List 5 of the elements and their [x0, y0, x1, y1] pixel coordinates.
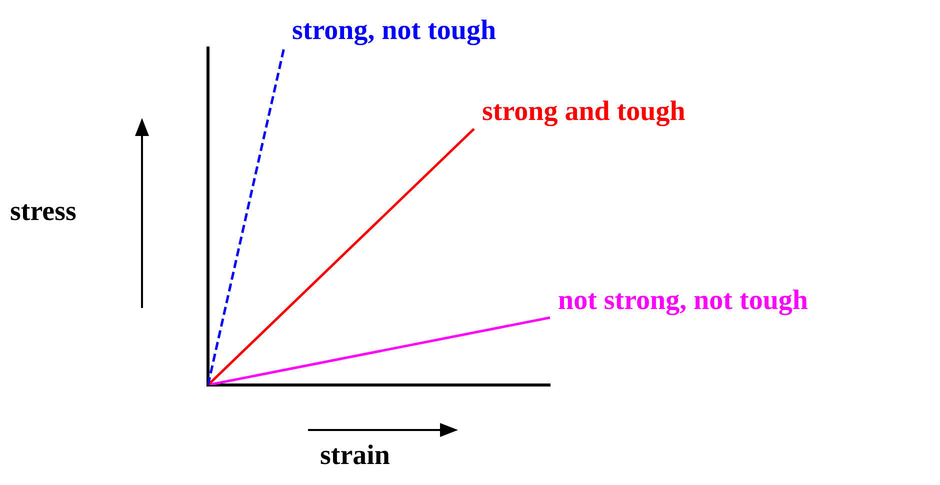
- series-label: strong, not tough: [292, 15, 497, 46]
- x-axis-title: strain: [320, 440, 390, 472]
- y-axis-title: stress: [10, 196, 76, 228]
- series-label: strong and tough: [482, 96, 686, 128]
- series-label: not strong, not tough: [558, 284, 808, 316]
